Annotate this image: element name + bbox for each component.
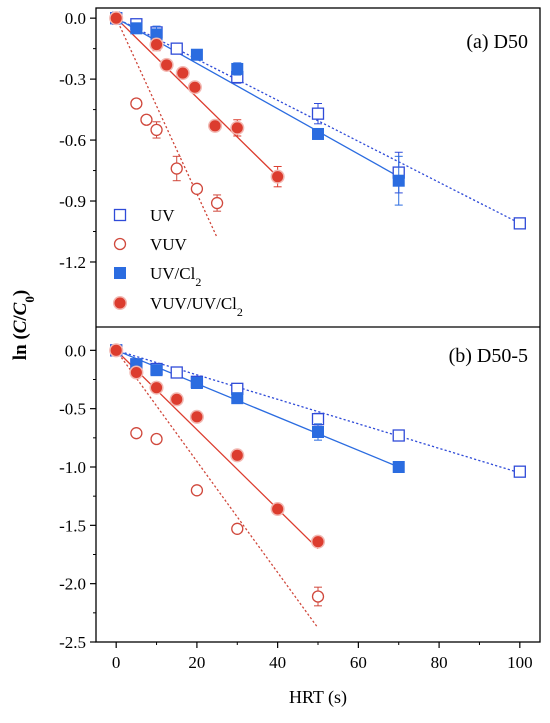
y-tick-label-b: 0.0 bbox=[65, 341, 86, 360]
data-point-b bbox=[109, 343, 124, 358]
data-point-a bbox=[392, 174, 405, 187]
legend-label: UV bbox=[150, 206, 175, 225]
y-tick-label-a: -1.2 bbox=[59, 253, 86, 272]
y-tick-label-b: -0.5 bbox=[59, 400, 86, 419]
y-tick-label-a: -0.3 bbox=[59, 70, 86, 89]
data-point-b bbox=[230, 448, 245, 463]
data-point-a bbox=[187, 80, 202, 95]
x-tick-label: 40 bbox=[269, 653, 286, 672]
fit-line-b bbox=[115, 349, 319, 550]
x-tick-label: 60 bbox=[350, 653, 367, 672]
fit-line-b bbox=[115, 349, 319, 629]
data-point-a bbox=[109, 11, 124, 26]
data-point-a bbox=[513, 217, 526, 230]
data-point-a bbox=[130, 22, 143, 35]
x-tick-label: 20 bbox=[188, 653, 205, 672]
data-point-b bbox=[231, 522, 244, 535]
fit-line-a bbox=[115, 17, 218, 238]
legend-label: UV/Cl2 bbox=[150, 264, 201, 289]
x-axis-title: HRT (s) bbox=[289, 687, 347, 708]
y-tick-label-b: -1.0 bbox=[59, 458, 86, 477]
fit-line-a bbox=[115, 17, 279, 178]
legend-marker bbox=[113, 237, 127, 251]
legend-label: VUV/UV/Cl2 bbox=[150, 294, 243, 319]
data-point-b bbox=[150, 432, 163, 446]
y-tick-label-b: -2.5 bbox=[59, 633, 86, 652]
data-point-b bbox=[189, 409, 204, 424]
y-axis-title: ln (C/C0) bbox=[10, 290, 37, 360]
y-tick-label-a: -0.6 bbox=[59, 131, 86, 150]
legend: UV VUV UV/Cl2 VUV/UV/Cl2 bbox=[112, 206, 243, 319]
data-point-b bbox=[150, 364, 163, 377]
data-point-a bbox=[190, 182, 204, 195]
y-tick-label-b: -2.0 bbox=[59, 575, 86, 594]
y-tick-label-a: -0.9 bbox=[59, 192, 86, 211]
panel-b: 0.0 -0.5 -1.0 -1.5 -2.0 -2.5 bbox=[59, 341, 526, 652]
data-point-a bbox=[159, 57, 174, 72]
panel-a-title: (a) D50 bbox=[466, 31, 528, 53]
data-point-b bbox=[169, 392, 184, 407]
data-point-a bbox=[170, 162, 183, 175]
data-point-b bbox=[149, 380, 164, 395]
data-point-a bbox=[175, 65, 190, 81]
data-point-b bbox=[190, 484, 204, 497]
legend-marker bbox=[113, 208, 127, 222]
panel-a: 0.0 -0.3 -0.6 -0.9 -1.2 bbox=[59, 9, 526, 272]
data-point-a bbox=[150, 123, 163, 137]
data-point-a bbox=[130, 97, 143, 110]
data-point-a bbox=[270, 169, 285, 184]
data-point-b bbox=[270, 501, 285, 517]
x-tick-label: 100 bbox=[507, 653, 533, 672]
x-tick-label: 80 bbox=[431, 653, 448, 672]
data-point-a bbox=[210, 196, 224, 210]
data-point-a bbox=[190, 48, 203, 61]
data-point-a bbox=[312, 127, 324, 140]
data-point-a bbox=[311, 107, 325, 120]
y-tick-label-b: -1.5 bbox=[59, 516, 86, 535]
y-tick-label-a: 0.0 bbox=[65, 9, 86, 28]
data-point-b bbox=[312, 426, 324, 438]
data-point-b bbox=[513, 465, 526, 478]
data-point-a bbox=[208, 118, 223, 133]
legend-marker bbox=[114, 267, 126, 279]
legend-label: VUV bbox=[150, 235, 188, 254]
data-point-b bbox=[311, 413, 325, 426]
data-point-a bbox=[230, 120, 245, 135]
data-point-b bbox=[310, 534, 326, 549]
data-point-a bbox=[140, 113, 153, 126]
data-point-b bbox=[392, 461, 405, 473]
data-point-b bbox=[311, 590, 325, 603]
data-point-a bbox=[231, 62, 244, 75]
x-axis: 0 20 40 60 80 100 bbox=[112, 642, 533, 672]
data-point-a bbox=[149, 37, 164, 52]
legend-marker bbox=[112, 295, 128, 311]
x-tick-label: 0 bbox=[112, 653, 121, 672]
data-point-b bbox=[231, 392, 244, 405]
data-point-b bbox=[130, 427, 143, 440]
data-point-a bbox=[170, 42, 183, 55]
panel-b-title: (b) D50-5 bbox=[449, 345, 528, 367]
data-point-b bbox=[392, 429, 405, 442]
fit-line-b bbox=[115, 349, 399, 468]
data-point-b bbox=[190, 377, 203, 389]
data-point-b bbox=[129, 365, 144, 380]
data-point-b bbox=[170, 366, 183, 379]
